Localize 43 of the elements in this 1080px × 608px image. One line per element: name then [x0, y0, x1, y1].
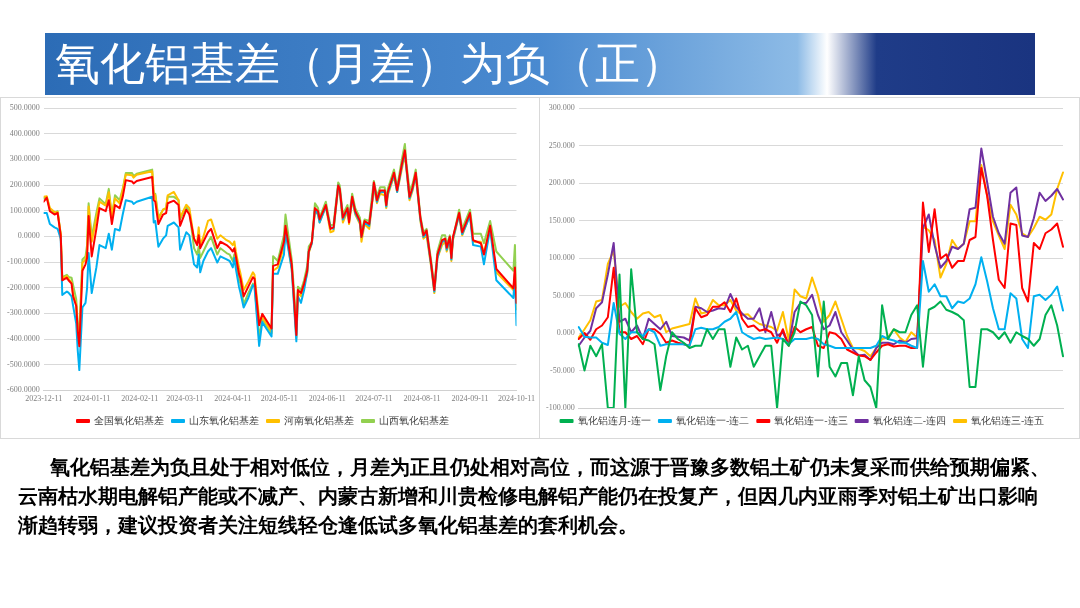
x-tick-label: 2024-07-11: [355, 394, 393, 404]
y-tick-label: 0.0000: [17, 231, 40, 241]
x-tick-label: 2024-08-11: [403, 394, 441, 404]
x-tick-label: 2024-05-11: [260, 394, 298, 404]
y-tick-label: -50.000: [549, 365, 575, 375]
text: 氧化铝基差为负且处于相对低位，月差为正且仍处相对高位，而这源于晋豫多数铝土矿仍未复采而供给预期偏紧、云南枯水期电解铝产能或不减产、内蒙古新增和川贵检修电解铝产能仍在投复产，但因几内亚雨季对铝土矿出口影响渐趋转弱，建议投资者关注短线轻仓逢低试多氧化铝基差的套利机会。: [18, 454, 1051, 539]
legend-label: 氧化铝连三-连五: [971, 414, 1045, 426]
legend-label: 氧化铝连一-连二: [675, 414, 750, 426]
legend-label: 氧化铝连二-连四: [872, 414, 947, 426]
legend-label: 山西氧化铝基差: [379, 414, 449, 426]
y-tick-label: 400.0000: [9, 128, 40, 138]
y-tick-label: 300.0000: [9, 154, 40, 164]
y-tick-label: 0.000: [556, 328, 575, 338]
x-tick-label: 2024-03-11: [166, 394, 204, 404]
y-tick-label: 500.0000: [9, 103, 40, 113]
x-tick-label: 2024-04-11: [214, 394, 252, 404]
y-tick-label: -300.0000: [6, 308, 40, 318]
y-tick-label: 300.000: [548, 103, 575, 113]
y-tick-label: 200.0000: [9, 180, 40, 190]
legend-label: 全国氧化铝基差: [94, 414, 164, 426]
x-tick-label: 2024-06-11: [308, 394, 346, 404]
y-tick-label: 100.0000: [9, 205, 40, 215]
x-tick-label: 2023-12-11: [25, 394, 63, 404]
y-tick-label: -100.000: [545, 403, 575, 413]
y-tick-label: 150.000: [548, 215, 575, 225]
y-tick-label: 200.000: [548, 178, 575, 188]
y-tick-label: 250.000: [548, 140, 575, 150]
x-tick-label: 2024-02-11: [121, 394, 159, 404]
legend-label: 氧化铝连一-连三: [774, 414, 848, 426]
legend-label: 河南氧化铝基差: [284, 414, 354, 426]
y-tick-label: -400.0000: [6, 334, 40, 344]
y-tick-label: -100.0000: [6, 257, 40, 267]
y-tick-label: 50.000: [552, 290, 575, 300]
x-tick-label: 2024-10-11: [497, 394, 535, 404]
x-tick-label: 2024-09-11: [451, 394, 489, 404]
x-tick-label: 2024-01-11: [73, 394, 111, 404]
y-tick-label: -600.0000: [6, 385, 40, 395]
legend-label: 山东氧化铝基差: [189, 414, 259, 426]
y-tick-label: -500.0000: [6, 359, 40, 369]
y-tick-label: -200.0000: [6, 282, 40, 292]
legend-label: 氧化铝连月-连一: [577, 414, 651, 426]
text: 氧化铝基差（月差）为负（正）: [45, 33, 1035, 95]
y-tick-label: 100.000: [548, 253, 575, 263]
